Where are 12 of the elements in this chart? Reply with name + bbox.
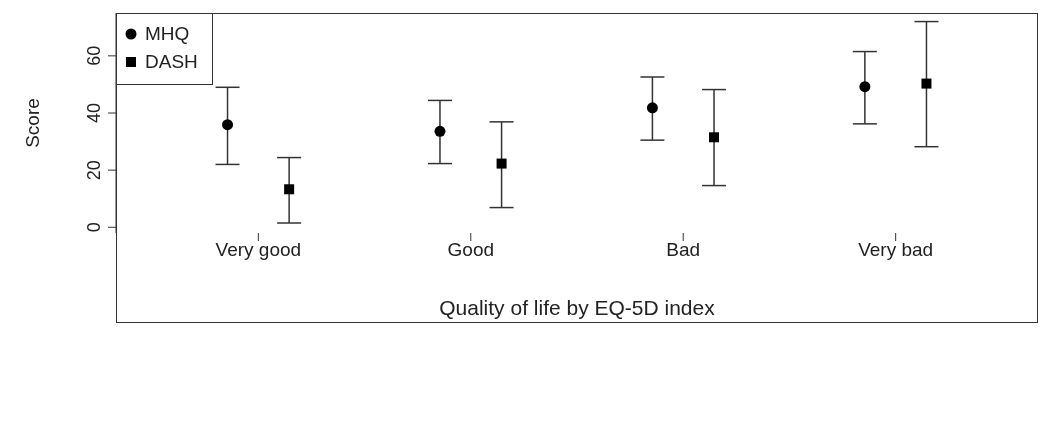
x-tick-label: Bad: [666, 239, 701, 261]
legend-label: DASH: [145, 50, 198, 74]
y-tick-label: 40: [84, 102, 104, 124]
y-tick-label: 20: [84, 160, 104, 181]
x-tick-label: Very bad: [858, 239, 934, 261]
x-tick-label: Good: [447, 239, 495, 261]
y-tick-label: 60: [84, 45, 104, 66]
x-axis-title: Quality of life by EQ-5D index: [439, 296, 716, 319]
legend-label: MHQ: [145, 22, 190, 46]
x-tick-label: Very good: [215, 239, 302, 261]
y-axis-title: Score: [21, 98, 43, 148]
y-tick-label: 0: [84, 222, 104, 233]
